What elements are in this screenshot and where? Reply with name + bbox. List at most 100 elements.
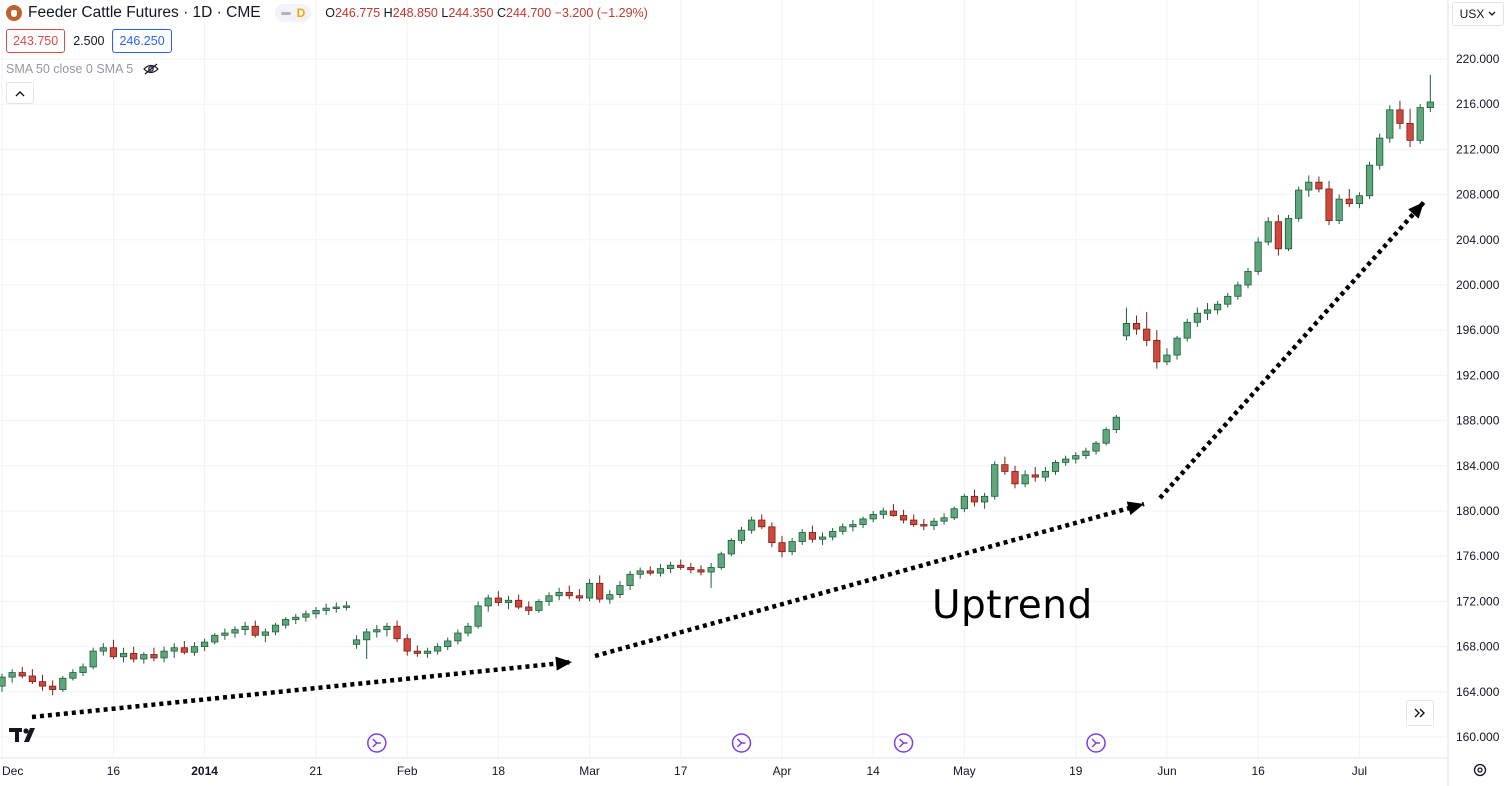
candle xyxy=(1224,292,1232,308)
indicator-label: SMA 50 close 0 SMA 5 xyxy=(6,62,134,76)
candle xyxy=(758,514,766,530)
candle xyxy=(1274,214,1282,256)
candle xyxy=(1203,303,1212,321)
candle-body xyxy=(889,510,898,516)
tradingview-logo-icon[interactable] xyxy=(8,724,42,746)
candle xyxy=(1173,335,1181,360)
candle-body xyxy=(808,532,817,540)
candle xyxy=(606,590,614,604)
candle xyxy=(778,535,786,558)
candle-body xyxy=(444,640,452,648)
candle xyxy=(1153,330,1161,369)
x-tick-label: 18 xyxy=(492,764,506,778)
candle xyxy=(59,675,67,692)
scroll-to-realtime-button[interactable] xyxy=(1406,700,1434,726)
candle xyxy=(869,511,877,523)
candle-body xyxy=(1072,455,1080,460)
candle-body xyxy=(261,631,269,636)
candle-body xyxy=(1092,442,1100,452)
candle xyxy=(1102,427,1110,446)
candle-body xyxy=(899,515,908,521)
candle-body xyxy=(1234,284,1242,297)
event-markers[interactable] xyxy=(367,733,1106,753)
candle-body xyxy=(180,647,188,653)
interval-badge: D xyxy=(296,6,306,20)
candle-body xyxy=(1001,464,1009,472)
candles xyxy=(0,74,1434,696)
x-tick-label: 21 xyxy=(309,764,323,778)
candle xyxy=(1284,214,1293,252)
candle xyxy=(1355,192,1364,209)
buy-price-button[interactable]: 246.250 xyxy=(112,29,172,53)
chart-title[interactable]: Feeder Cattle Futures · 1D · CME xyxy=(28,4,261,21)
event-marker-icon[interactable] xyxy=(1086,733,1106,753)
candle-body xyxy=(1031,474,1039,478)
candle-body xyxy=(89,650,97,668)
x-tick-label: 16 xyxy=(1251,764,1265,778)
candle xyxy=(555,587,563,601)
open-value: 246.775 xyxy=(334,6,381,20)
trend-arrow-line xyxy=(1158,200,1426,500)
candle xyxy=(79,663,87,676)
candle xyxy=(332,602,340,613)
high-value: 248.850 xyxy=(392,6,438,20)
candle-body xyxy=(748,519,756,531)
candle-body xyxy=(1163,354,1171,363)
chart-settings-button[interactable] xyxy=(1470,760,1490,780)
candle-body xyxy=(69,672,77,679)
minus-icon xyxy=(280,11,291,15)
candle-body xyxy=(342,605,351,608)
candle xyxy=(1132,315,1141,335)
candle-body xyxy=(393,625,401,640)
candle-body xyxy=(758,519,766,528)
candle-body xyxy=(1143,328,1151,341)
candle-body xyxy=(1305,181,1313,191)
y-tick-label: 216.000 xyxy=(1456,97,1500,111)
candle-body xyxy=(1062,458,1070,463)
candle xyxy=(444,637,452,650)
candle xyxy=(1365,161,1374,200)
candle-body xyxy=(656,568,665,574)
candle xyxy=(1315,176,1323,193)
candle xyxy=(271,622,280,636)
candle-body xyxy=(1183,321,1191,339)
sell-price-button[interactable]: 243.750 xyxy=(6,29,66,53)
candle xyxy=(727,538,735,557)
interval-pill[interactable]: D xyxy=(274,4,312,22)
candle xyxy=(1051,460,1060,475)
event-marker-icon[interactable] xyxy=(367,733,387,753)
candle-body xyxy=(940,517,948,522)
y-tick-label: 196.000 xyxy=(1456,323,1500,337)
candle xyxy=(1295,186,1303,222)
event-marker-icon[interactable] xyxy=(731,733,752,753)
candle xyxy=(484,594,492,612)
event-marker-icon[interactable] xyxy=(893,733,914,753)
x-tick-label: Jul xyxy=(1352,764,1367,778)
candle-body xyxy=(251,625,259,636)
candle xyxy=(950,506,958,521)
low-label: L xyxy=(441,6,449,20)
candle-body xyxy=(484,597,492,607)
candle-body xyxy=(575,595,584,599)
candle xyxy=(1325,181,1333,226)
candle xyxy=(1254,237,1262,275)
candle xyxy=(18,666,26,679)
candle xyxy=(666,561,675,574)
close-label: C xyxy=(496,6,507,20)
y-tick-label: 184.000 xyxy=(1456,459,1500,473)
candle xyxy=(89,647,97,670)
candle-body xyxy=(677,564,685,568)
candle xyxy=(1001,456,1009,475)
candle-body xyxy=(38,681,47,687)
candle xyxy=(1072,452,1080,464)
candle xyxy=(1011,465,1019,489)
candle xyxy=(535,599,543,613)
candle-body xyxy=(190,646,199,653)
currency-selector[interactable]: USX xyxy=(1452,2,1504,26)
collapse-legend-button[interactable] xyxy=(6,82,34,104)
candle-body xyxy=(231,629,239,634)
candle xyxy=(474,601,482,629)
eye-off-icon[interactable] xyxy=(143,63,160,75)
indicator-legend[interactable]: SMA 50 close 0 SMA 5 xyxy=(6,60,160,78)
